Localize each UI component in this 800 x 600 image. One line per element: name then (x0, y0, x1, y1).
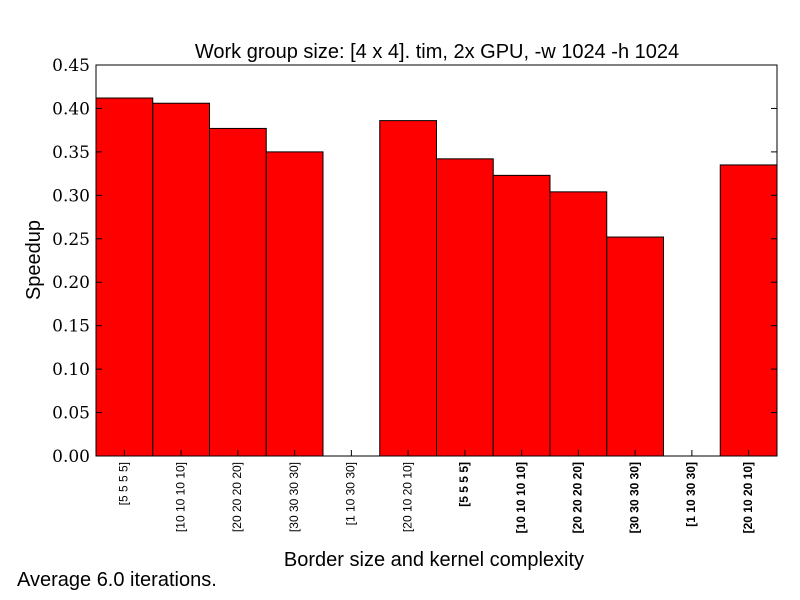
y-tick-label: 0.30 (52, 186, 90, 206)
x-tick-label: [10 10 10 10] (173, 462, 187, 532)
y-axis-label: Speedup (23, 220, 45, 300)
y-tick-label: 0.05 (52, 404, 90, 424)
y-tick-label: 0.20 (52, 273, 90, 293)
y-tick-label: 0.00 (52, 447, 90, 467)
y-axis: 0.00 0.05 0.10 0.15 0.20 0.25 0.30 0.35 0.40 0.45 (52, 56, 777, 467)
x-tick-label: [5 5 5 5] (457, 462, 471, 507)
bar-4 (265, 151, 324, 457)
y-tick-label: 0.10 (52, 360, 90, 380)
y-tick-label: 0.40 (52, 99, 90, 119)
y-tick-label: 0.15 (52, 317, 90, 337)
bar-1 (95, 97, 154, 457)
x-axis: [5 5 5 5] [10 10 10 10] [20 20 20 20] [30 3… (117, 450, 755, 533)
x-tick-label: [20 20 20 20] (230, 462, 244, 532)
bar-6 (379, 120, 437, 457)
x-tick-label: [1 10 30 30] (344, 462, 358, 525)
bar-12 (719, 164, 778, 457)
chart-title: Work group size: [4 x 4]. tim, 2x GPU, -… (195, 41, 679, 63)
y-tick-label: 0.45 (52, 56, 90, 76)
plot-frame (95, 64, 778, 457)
bar-10 (606, 236, 664, 457)
bar-3 (209, 127, 267, 457)
y-tick-label: 0.25 (52, 230, 90, 250)
x-axis-label: Border size and kernel complexity (284, 549, 584, 571)
x-tick-label: [1 10 30 30] (684, 462, 698, 527)
bar-8 (492, 174, 551, 457)
x-tick-label: [20 10 20 10] (400, 462, 414, 532)
x-tick-label: [20 20 20 20] (571, 462, 585, 533)
x-tick-label: [10 10 10 10] (514, 462, 528, 533)
x-tick-label: [30 30 30 30] (287, 462, 301, 532)
y-tick-label: 0.35 (52, 143, 90, 163)
bar-9 (549, 191, 608, 457)
x-tick-label: [5 5 5 5] (117, 462, 131, 505)
x-tick-label: [30 30 30 30] (627, 462, 641, 533)
bars-group (95, 97, 778, 457)
bar-7 (436, 158, 494, 457)
bar-2 (152, 102, 210, 457)
footnote: Average 6.0 iterations. (17, 569, 217, 591)
x-tick-label: [20 10 20 10] (741, 462, 755, 533)
